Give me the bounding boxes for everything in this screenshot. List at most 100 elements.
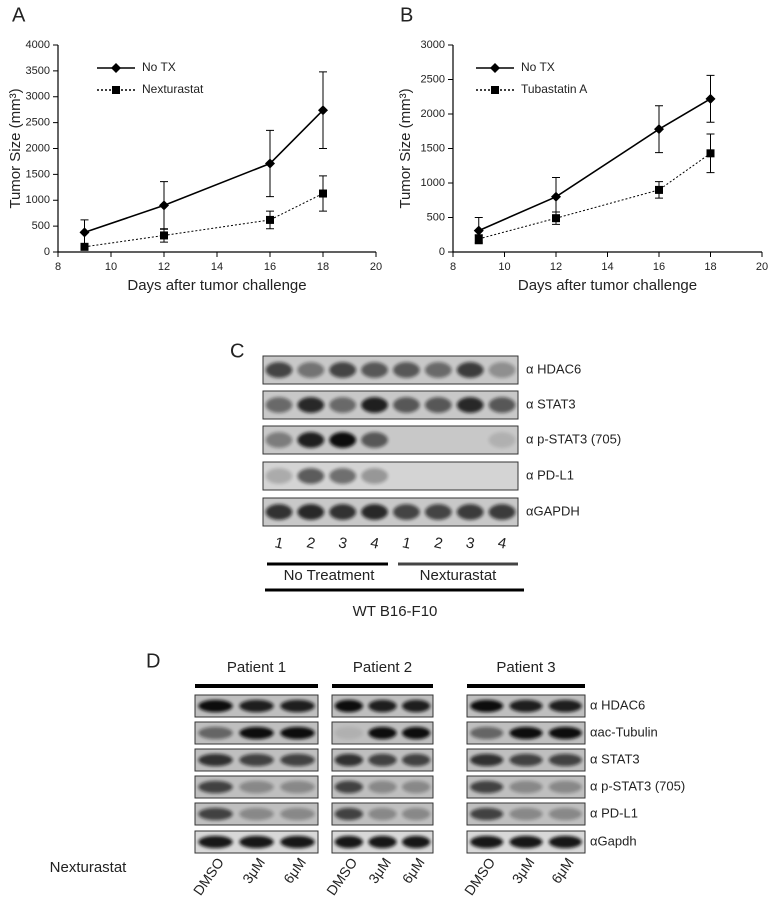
band	[548, 726, 582, 740]
panel-label: A	[12, 4, 26, 26]
lane-label: DMSO	[323, 855, 360, 899]
band	[368, 780, 397, 794]
band	[470, 699, 504, 713]
row-label: α HDAC6	[590, 697, 645, 712]
band	[470, 780, 504, 794]
band	[334, 726, 363, 740]
y-tick-label: 3000	[26, 91, 50, 103]
cell-line-label: WT B16-F10	[353, 603, 438, 620]
marker	[706, 149, 715, 158]
marker	[474, 234, 483, 243]
marker	[80, 242, 89, 251]
y-tick-label: 2000	[26, 142, 50, 154]
marker	[319, 189, 327, 198]
band	[329, 397, 357, 413]
band	[488, 397, 516, 413]
band	[297, 362, 325, 378]
band	[488, 432, 516, 448]
band	[265, 397, 293, 413]
band	[509, 780, 543, 794]
x-tick-label: 8	[55, 261, 61, 273]
band	[198, 699, 233, 713]
x-axis-label: Days after tumor challenge	[127, 277, 306, 294]
band	[509, 726, 543, 740]
band	[265, 432, 293, 448]
patient-label: Patient 3	[496, 659, 555, 676]
marker	[160, 231, 168, 240]
marker	[266, 215, 274, 224]
band	[297, 504, 325, 520]
band	[424, 397, 452, 413]
row-label: α STAT3	[526, 396, 576, 411]
legend-marker	[490, 63, 500, 73]
lane-label: 3μM	[239, 855, 268, 887]
x-tick-label: 16	[653, 261, 665, 273]
band	[424, 362, 452, 378]
band	[334, 699, 363, 713]
lane-label: 6μM	[548, 855, 577, 887]
row-label: α p-STAT3 (705)	[590, 778, 685, 793]
y-tick-label: 1000	[421, 177, 445, 189]
band	[361, 362, 388, 378]
marker	[552, 214, 560, 223]
x-tick-label: 10	[105, 261, 117, 273]
band	[509, 807, 543, 821]
y-tick-label: 4000	[26, 39, 50, 51]
lane-label: 1	[401, 534, 413, 552]
band	[280, 699, 315, 713]
band	[239, 780, 274, 794]
band	[456, 362, 484, 378]
band	[368, 753, 397, 767]
band	[548, 699, 582, 713]
row-label: α p-STAT3 (705)	[526, 431, 621, 446]
y-tick-label: 1500	[26, 168, 50, 180]
band	[198, 780, 233, 794]
band	[239, 807, 274, 821]
band	[361, 432, 388, 448]
legend-marker	[112, 86, 120, 94]
marker	[705, 93, 716, 104]
lane-label: DMSO	[190, 855, 227, 899]
x-tick-label: 16	[264, 261, 276, 273]
series-line	[478, 152, 711, 240]
row-label: α STAT3	[590, 751, 640, 766]
band	[393, 504, 420, 520]
band	[402, 753, 431, 767]
y-tick-label: 0	[439, 246, 445, 258]
series-line	[84, 109, 324, 234]
y-tick-label: 500	[427, 211, 445, 223]
lane-label: 3μM	[365, 855, 394, 887]
group-label: Nexturastat	[420, 567, 498, 584]
lane-label: 3μM	[509, 855, 538, 887]
band	[265, 504, 293, 520]
band	[393, 362, 420, 378]
band	[361, 468, 388, 484]
band	[329, 362, 357, 378]
marker	[473, 225, 484, 236]
lane-label: DMSO	[461, 855, 498, 899]
band	[198, 753, 233, 767]
band	[280, 753, 315, 767]
band	[393, 397, 420, 413]
y-tick-label: 500	[32, 220, 50, 232]
marker	[654, 124, 664, 135]
band	[198, 835, 233, 849]
x-tick-label: 18	[317, 261, 329, 273]
x-tick-label: 10	[498, 261, 510, 273]
band	[548, 780, 582, 794]
series-line	[84, 193, 324, 248]
row-label: αGapdh	[590, 833, 637, 848]
band	[265, 362, 293, 378]
band	[198, 726, 233, 740]
band	[329, 468, 357, 484]
band	[402, 835, 431, 849]
marker	[79, 227, 90, 238]
row-label: αac-Tubulin	[590, 724, 658, 739]
lane-label: 1	[273, 534, 285, 552]
band	[280, 726, 315, 740]
x-tick-label: 18	[704, 261, 716, 273]
legend-marker	[111, 63, 121, 73]
band	[239, 726, 274, 740]
y-tick-label: 2000	[421, 108, 445, 120]
band	[368, 835, 397, 849]
